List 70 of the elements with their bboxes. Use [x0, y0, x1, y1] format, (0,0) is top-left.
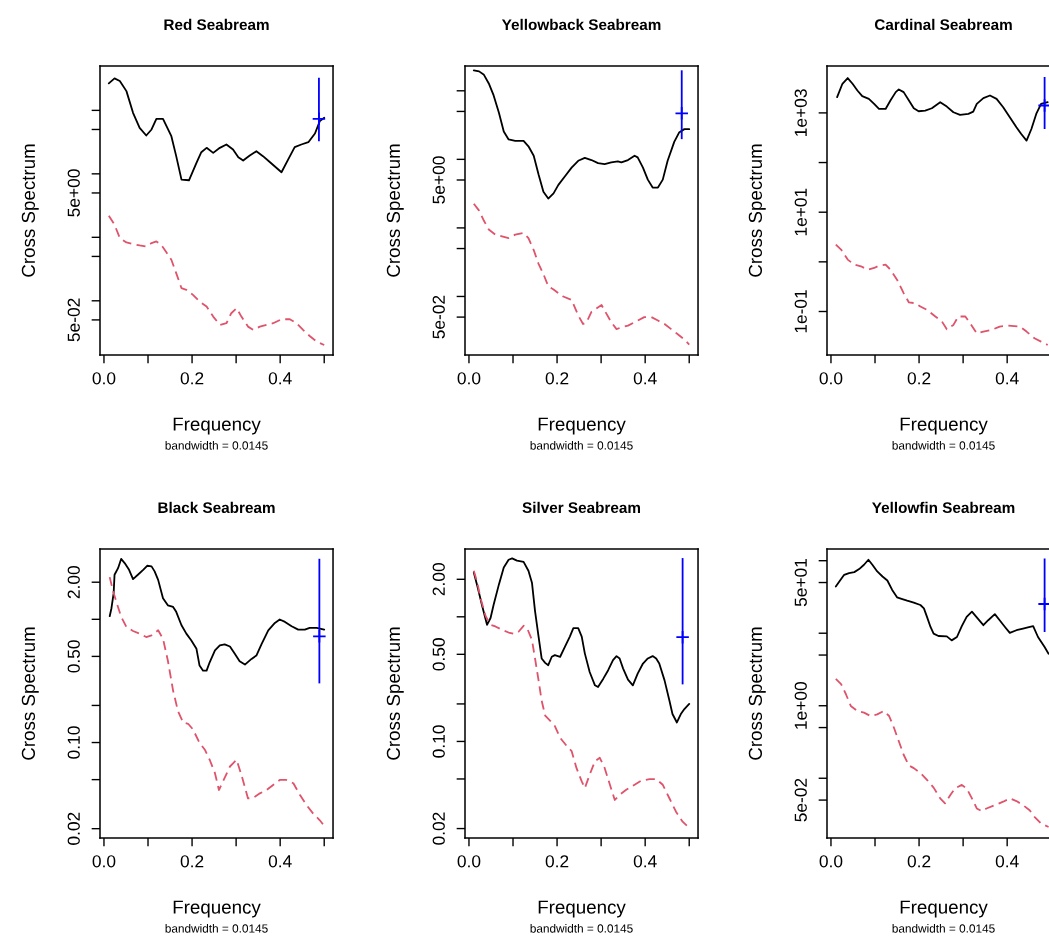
line-series [472, 202, 691, 346]
y-tick-label: 0.10 [432, 725, 445, 758]
y-tick-label: 1e+01 [794, 188, 807, 236]
y-tick-label: 5e+00 [67, 169, 80, 217]
x-axis-title: Frequency [173, 900, 261, 918]
x-tick-label: 0.2 [907, 372, 931, 385]
x-tick-label: 0.2 [907, 855, 931, 868]
y-tick-label: 0.10 [67, 726, 80, 759]
chart-title: Yellowfin Seabream [872, 501, 1015, 514]
text: bandwidth = 0.0145 [892, 924, 995, 933]
y-axis-title: Cross Spectrum [386, 144, 404, 277]
chart-title: Yellowback Seabream [501, 18, 661, 31]
line-series [834, 243, 1049, 346]
x-tick-label: 0.2 [180, 372, 204, 385]
x-tick-label: 0.4 [995, 372, 1019, 385]
y-axis-title: Cross Spectrum [748, 144, 766, 277]
line-series [107, 214, 326, 346]
y-tick-label: 5e-02 [67, 298, 80, 342]
line-series [107, 77, 326, 182]
y-tick-label: 5e+01 [794, 559, 807, 607]
x-axis-title: Frequency [173, 417, 261, 435]
y-tick-label: 0.02 [432, 812, 445, 845]
x-tick-label: 0.2 [180, 855, 204, 868]
x-tick-label: 0.4 [995, 855, 1019, 868]
y-tick-label: 0.50 [67, 640, 80, 673]
line-series [108, 558, 326, 672]
line-series [836, 77, 1049, 142]
y-axis-title: Cross Spectrum [21, 144, 39, 277]
chart-title: Cardinal Seabream [874, 18, 1012, 31]
line-series [472, 557, 691, 724]
x-tick-label: 0.4 [268, 855, 292, 868]
y-tick-label: 2.00 [432, 563, 445, 596]
x-tick-label: 0.4 [633, 855, 657, 868]
text: bandwidth = 0.0145 [530, 441, 633, 450]
text: bandwidth = 0.0145 [530, 924, 633, 933]
y-tick-label: 5e-02 [432, 295, 445, 339]
text: bandwidth = 0.0145 [165, 924, 268, 933]
line-series [472, 69, 691, 200]
y-tick-label: 1e+03 [794, 89, 807, 136]
y-axis-title: Cross Spectrum [748, 627, 766, 760]
x-tick-label: 0.4 [633, 372, 657, 385]
x-axis-title: Frequency [538, 900, 626, 918]
x-tick-label: 0.0 [457, 372, 481, 385]
x-axis-title: Frequency [538, 417, 626, 435]
x-axis-title: Frequency [900, 417, 988, 435]
chart-title: Silver Seabream [522, 501, 641, 514]
x-tick-label: 0.2 [545, 372, 569, 385]
text: bandwidth = 0.0145 [165, 441, 268, 450]
y-tick-label: 0.02 [67, 812, 80, 845]
line-series [834, 678, 1049, 828]
x-tick-label: 0.0 [819, 372, 843, 385]
x-tick-label: 0.0 [457, 855, 481, 868]
line-series [834, 558, 1049, 655]
y-tick-label: 1e+00 [794, 682, 807, 729]
y-tick-label: 0.50 [432, 638, 445, 671]
x-axis-title: Frequency [900, 900, 988, 918]
chart-title: Red Seabream [164, 18, 269, 31]
y-axis-title: Cross Spectrum [386, 627, 404, 760]
y-tick-label: 1e-01 [794, 290, 807, 333]
y-tick-label: 5e-02 [794, 778, 807, 822]
x-tick-label: 0.4 [268, 372, 292, 385]
text: bandwidth = 0.0145 [892, 441, 995, 450]
y-tick-label: 5e+00 [432, 156, 445, 204]
x-tick-label: 0.0 [819, 855, 843, 868]
x-tick-label: 0.0 [92, 372, 116, 385]
y-axis-title: Cross Spectrum [21, 627, 39, 760]
y-tick-label: 2.00 [67, 565, 80, 599]
chart-title: Black Seabream [158, 501, 275, 514]
x-tick-label: 0.2 [545, 855, 569, 868]
x-tick-label: 0.0 [92, 855, 116, 868]
